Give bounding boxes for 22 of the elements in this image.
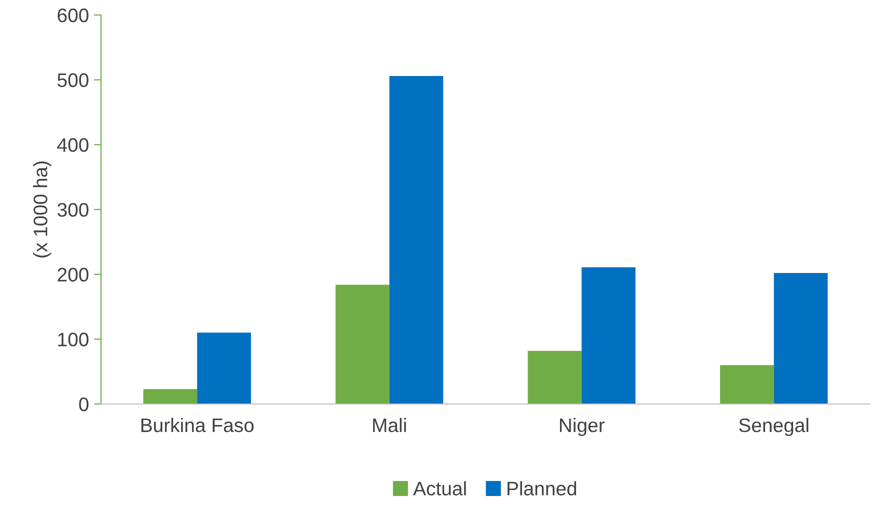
- x-tick-label: Niger: [560, 418, 605, 436]
- bar: [389, 76, 444, 404]
- y-tick-label: 400: [57, 138, 88, 152]
- bar: [528, 350, 582, 404]
- y-tick-label: 100: [58, 332, 88, 346]
- bar: [197, 332, 251, 404]
- x-tick-label: Burkina Faso: [141, 418, 254, 432]
- bar: [774, 273, 828, 404]
- y-tick-label: 600: [58, 8, 88, 22]
- y-tick-label: 500: [58, 73, 88, 88]
- bar: [336, 284, 390, 404]
- legend-label: Planned: [508, 481, 576, 496]
- y-tick-label: 300: [57, 202, 88, 217]
- bar: [143, 389, 198, 404]
- y-tick-label: 200: [58, 268, 88, 282]
- x-tick-label: Senegal: [739, 418, 808, 436]
- y-axis-title: (x 1000 ha): [33, 162, 52, 258]
- bar: [582, 267, 636, 404]
- x-tick-label: Mali: [373, 418, 406, 432]
- legend-label: Actual: [413, 481, 466, 496]
- y-tick-label: 0: [79, 397, 88, 412]
- bar: [720, 365, 774, 404]
